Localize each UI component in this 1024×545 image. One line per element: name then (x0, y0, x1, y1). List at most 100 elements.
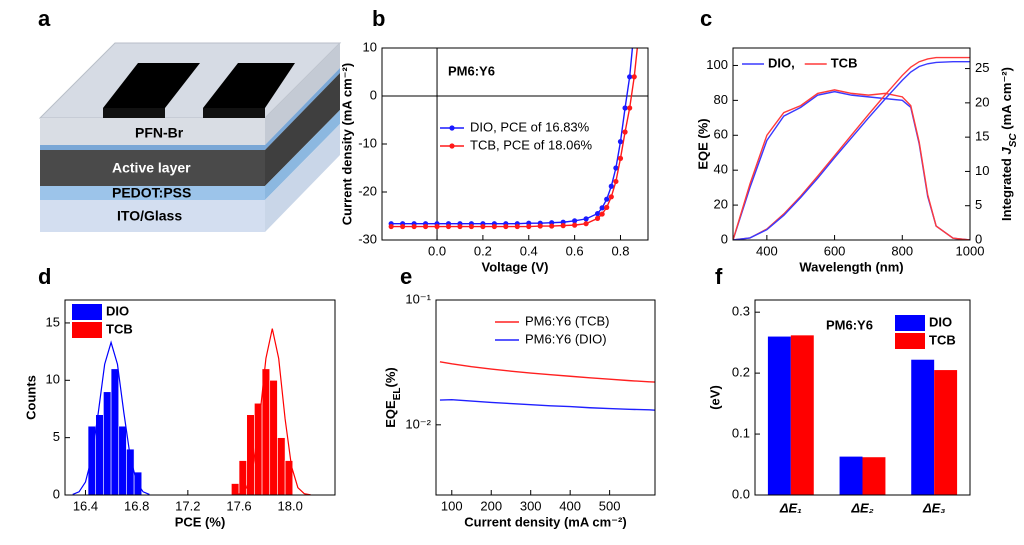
data-point (434, 223, 440, 230)
data-point (468, 223, 475, 230)
legend-swatch (72, 304, 102, 320)
data-point (388, 223, 394, 230)
axis-title: Current density (mA cm⁻²) (464, 514, 626, 529)
bar (934, 370, 958, 495)
plot-frame (381, 47, 649, 241)
x-tick-label: 800 (891, 243, 913, 258)
data-point (572, 222, 578, 228)
y2-tick-label: 20 (975, 94, 989, 109)
data-point (572, 218, 578, 224)
data-point (537, 223, 543, 229)
side-thin (265, 68, 340, 150)
legend-swatch (895, 333, 925, 349)
panel-label: e (400, 264, 412, 289)
x-tick-label: 0.8 (611, 243, 629, 258)
layer-label: Active layer (112, 160, 191, 176)
legend-label: DIO, (768, 55, 795, 70)
y-tick-label: 0.0 (732, 486, 750, 501)
histogram-bar (118, 425, 127, 495)
y-tick-label: -30 (358, 231, 377, 246)
legend-label: TCB, PCE of 18.06% (470, 137, 593, 152)
layer-active (40, 150, 265, 186)
plot-frame (435, 299, 656, 496)
electrode-side (103, 108, 165, 118)
bar (911, 359, 935, 495)
x-tick-label: 400 (559, 498, 581, 513)
series-line (439, 361, 655, 383)
plot-area (388, 26, 639, 230)
axis-title-part: EQE (383, 400, 398, 428)
axis-title: Counts (23, 375, 38, 420)
panel-label: c (700, 6, 712, 31)
chart: e 100 200 300 400 500 10⁻¹ 10⁻² Current density … (383, 264, 656, 529)
layer-pfn (40, 118, 265, 145)
data-point (608, 183, 614, 189)
data-point (622, 129, 628, 135)
y-tick-label: 10⁻¹ (405, 291, 431, 306)
legend: DIO TCB (895, 314, 956, 349)
x-tick-label: 400 (756, 243, 778, 258)
chart: d 16.4 16.8 17.2 17.6 18.0 0 5 10 15 PCE (%) Counts… (23, 264, 336, 529)
data-point (617, 155, 624, 161)
plot-area (439, 361, 655, 411)
y-tick-label: 10 (46, 372, 60, 387)
x-tick-label: 0.0 (428, 243, 446, 258)
x-tick-label: 500 (599, 498, 621, 513)
series-line (439, 398, 655, 411)
data-point (560, 223, 566, 229)
y-tick-label: 0.1 (732, 426, 750, 441)
y-tick-label: 80 (714, 92, 728, 107)
y-tick-label: 0.2 (732, 365, 750, 380)
axis-title-part: EL (392, 387, 403, 400)
data-point (445, 223, 452, 230)
data-point (632, 26, 637, 31)
x-tick-label: 200 (480, 498, 502, 513)
bar (767, 336, 791, 495)
series-line (733, 61, 970, 240)
x-tick-label: ΔE₂ (850, 500, 873, 515)
axis-title-part: (%) (383, 367, 398, 387)
y-tick-label: 0 (721, 231, 728, 246)
device-diagram: a PFN-Br Active layer PEDOT:PSS ITO/Glas… (38, 6, 342, 232)
legend-label: PM6:Y6 (DIO) (525, 331, 607, 346)
legend-label: TCB (831, 55, 858, 70)
bar (862, 457, 886, 495)
y-tick-label: 5 (53, 429, 60, 444)
data-point (604, 204, 610, 210)
plot-frame (64, 299, 336, 496)
x-tick-label: 0.6 (566, 243, 584, 258)
electrode (203, 63, 295, 108)
chart: f 0.0 0.1 0.2 0.3 (eV) PM6:Y6 ΔE₁ ΔE₂ ΔE₃ DIO TCB (707, 264, 971, 515)
x-tick-label: ΔE₃ (922, 500, 945, 515)
x-tick-label: 300 (520, 498, 542, 513)
x-tick-label: ΔE₁ (779, 500, 802, 515)
data-point (549, 223, 555, 229)
histogram-bar (110, 368, 120, 495)
axis-title: Wavelength (nm) (799, 259, 903, 274)
data-point (622, 105, 628, 111)
y-tick-label: 0.3 (732, 304, 750, 319)
series-line (733, 89, 970, 240)
histogram-bar (103, 391, 112, 495)
layer-label: PFN-Br (135, 125, 184, 141)
x-tick-label: 100 (441, 498, 463, 513)
bar (790, 335, 814, 495)
x-tick-label: 17.2 (175, 498, 200, 513)
annotation: PM6:Y6 (448, 63, 495, 78)
legend-swatch (895, 315, 925, 331)
legend-label: TCB (929, 332, 956, 347)
data-point (599, 205, 605, 211)
data-point (627, 74, 633, 80)
y-tick-label: 40 (714, 162, 728, 177)
y2-tick-label: 10 (975, 163, 989, 178)
y-tick-label: 0 (370, 87, 377, 102)
legend-label: DIO, PCE of 16.83% (470, 119, 590, 134)
y2-tick-label: 0 (975, 231, 982, 246)
plot-frame (754, 299, 971, 496)
bar (839, 456, 863, 495)
histogram-bar (95, 414, 104, 495)
y-tick-label: -20 (358, 183, 377, 198)
axis-title: Voltage (V) (482, 259, 549, 274)
axis-title-part: Integrated (999, 155, 1014, 221)
legend: DIO, PCE of 16.83% TCB, PCE of 18.06% (440, 119, 593, 152)
